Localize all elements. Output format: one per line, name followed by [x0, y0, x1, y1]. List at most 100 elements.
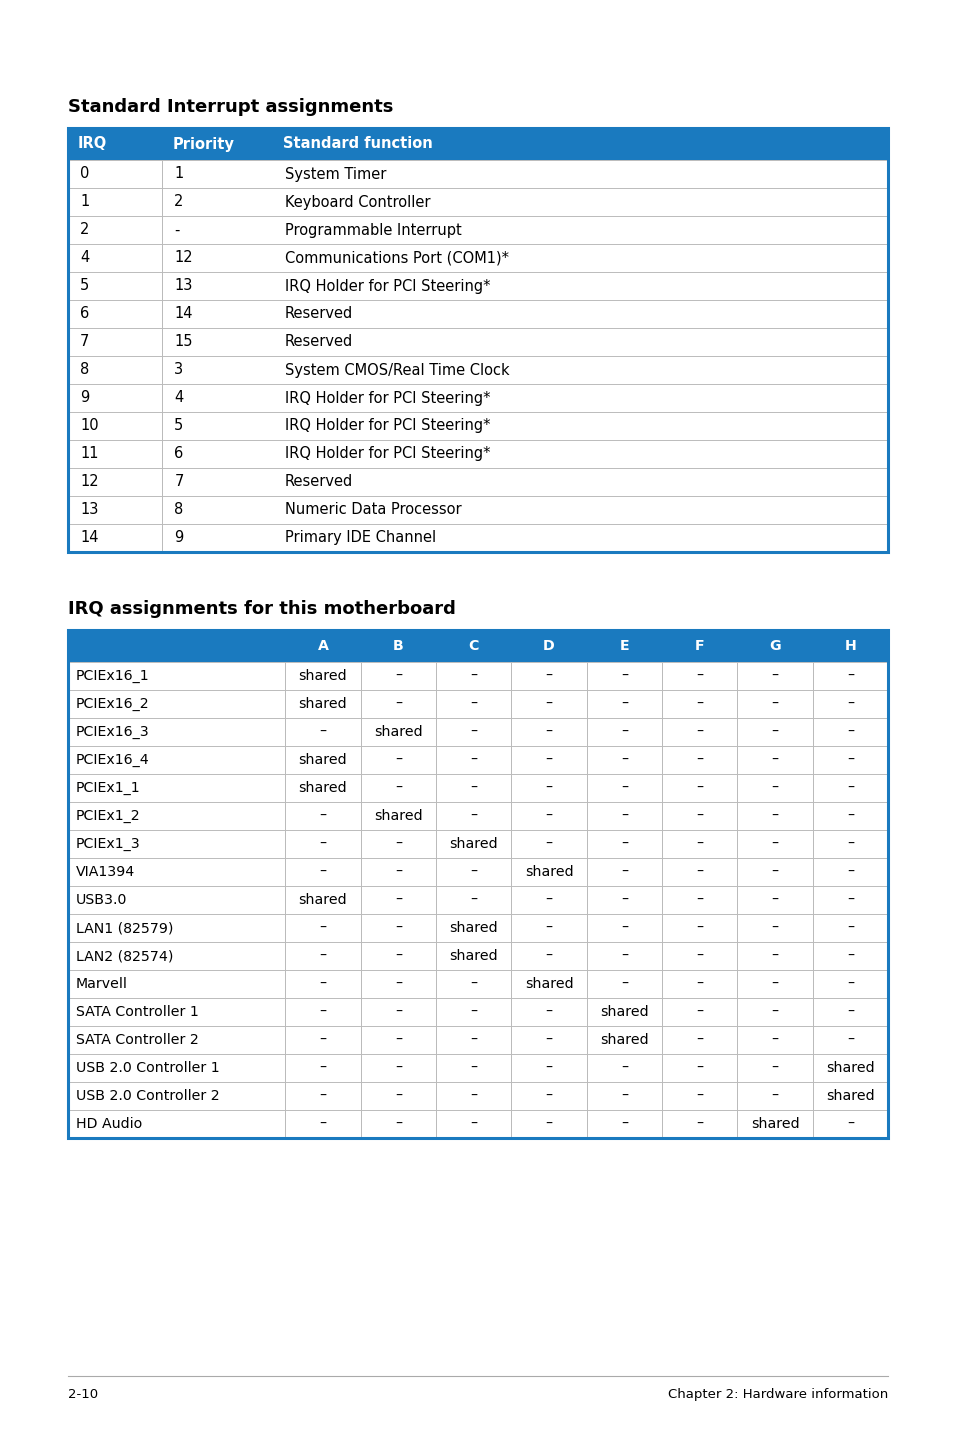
Text: –: – — [470, 976, 476, 991]
Text: –: – — [395, 754, 401, 766]
Text: –: – — [696, 949, 702, 963]
Text: shared: shared — [298, 669, 347, 683]
Text: –: – — [470, 1032, 476, 1047]
Text: –: – — [395, 669, 401, 683]
Text: –: – — [470, 893, 476, 907]
Bar — [68, 128, 887, 160]
Text: –: – — [696, 669, 702, 683]
Text: –: – — [545, 810, 552, 823]
Text: IRQ Holder for PCI Steering*: IRQ Holder for PCI Steering* — [285, 447, 490, 462]
Text: –: – — [846, 893, 853, 907]
Text: shared: shared — [298, 781, 347, 795]
Text: Marvell: Marvell — [76, 976, 128, 991]
Text: USB 2.0 Controller 1: USB 2.0 Controller 1 — [76, 1061, 219, 1076]
Text: –: – — [620, 976, 627, 991]
Text: Reserved: Reserved — [285, 475, 353, 489]
Text: shared: shared — [825, 1061, 874, 1076]
Text: shared: shared — [524, 976, 573, 991]
Text: –: – — [696, 754, 702, 766]
Text: 7: 7 — [174, 475, 184, 489]
Text: –: – — [319, 837, 326, 851]
Text: –: – — [395, 866, 401, 879]
Text: –: – — [319, 1117, 326, 1132]
Text: PCIEx16_3: PCIEx16_3 — [76, 725, 150, 739]
Text: –: – — [545, 920, 552, 935]
Text: 9: 9 — [80, 391, 90, 406]
Text: –: – — [319, 1032, 326, 1047]
Text: shared: shared — [524, 866, 573, 879]
Text: Communications Port (COM1)*: Communications Port (COM1)* — [285, 250, 509, 266]
Text: –: – — [771, 810, 778, 823]
Text: –: – — [545, 1117, 552, 1132]
Text: 5: 5 — [80, 279, 90, 293]
Text: Primary IDE Channel: Primary IDE Channel — [285, 531, 436, 545]
Text: 4: 4 — [174, 391, 183, 406]
Text: –: – — [545, 949, 552, 963]
Text: –: – — [319, 866, 326, 879]
Text: 12: 12 — [80, 475, 98, 489]
Text: –: – — [696, 976, 702, 991]
Text: –: – — [771, 781, 778, 795]
Text: –: – — [696, 1061, 702, 1076]
Text: 14: 14 — [174, 306, 193, 322]
Text: B: B — [393, 638, 403, 653]
Text: 8: 8 — [80, 362, 90, 378]
Text: 8: 8 — [174, 502, 183, 518]
Text: –: – — [395, 920, 401, 935]
Text: –: – — [846, 976, 853, 991]
Text: –: – — [395, 1117, 401, 1132]
Text: –: – — [395, 1032, 401, 1047]
Text: LAN1 (82579): LAN1 (82579) — [76, 920, 173, 935]
Text: –: – — [395, 893, 401, 907]
Text: –: – — [470, 1089, 476, 1103]
Text: –: – — [395, 1005, 401, 1020]
Text: –: – — [771, 893, 778, 907]
Text: –: – — [771, 1089, 778, 1103]
Text: PCIEx16_1: PCIEx16_1 — [76, 669, 150, 683]
Text: –: – — [395, 697, 401, 710]
Text: –: – — [545, 893, 552, 907]
Text: –: – — [620, 893, 627, 907]
Text: –: – — [696, 1089, 702, 1103]
Text: –: – — [846, 754, 853, 766]
Text: –: – — [470, 1117, 476, 1132]
Text: PCIEx16_2: PCIEx16_2 — [76, 697, 150, 710]
Bar — [68, 128, 887, 552]
Text: –: – — [846, 810, 853, 823]
Text: –: – — [395, 781, 401, 795]
Text: –: – — [620, 837, 627, 851]
Text: –: – — [771, 866, 778, 879]
Text: Priority: Priority — [172, 137, 233, 151]
Text: IRQ assignments for this motherboard: IRQ assignments for this motherboard — [68, 600, 456, 618]
Text: IRQ Holder for PCI Steering*: IRQ Holder for PCI Steering* — [285, 418, 490, 433]
Text: SATA Controller 1: SATA Controller 1 — [76, 1005, 198, 1020]
Text: SATA Controller 2: SATA Controller 2 — [76, 1032, 198, 1047]
Text: –: – — [319, 976, 326, 991]
Text: –: – — [620, 754, 627, 766]
Text: Keyboard Controller: Keyboard Controller — [285, 194, 430, 210]
Text: –: – — [470, 866, 476, 879]
Text: shared: shared — [599, 1005, 648, 1020]
Text: LAN2 (82574): LAN2 (82574) — [76, 949, 173, 963]
Text: 4: 4 — [80, 250, 90, 266]
Text: –: – — [846, 1032, 853, 1047]
Text: A: A — [317, 638, 328, 653]
Text: –: – — [846, 697, 853, 710]
Text: H: H — [843, 638, 856, 653]
Text: shared: shared — [449, 920, 497, 935]
Text: shared: shared — [374, 725, 422, 739]
Text: shared: shared — [599, 1032, 648, 1047]
Text: PCIEx1_2: PCIEx1_2 — [76, 810, 140, 823]
Text: VIA1394: VIA1394 — [76, 866, 135, 879]
Text: 2: 2 — [174, 194, 184, 210]
Bar — [68, 630, 887, 661]
Text: –: – — [846, 781, 853, 795]
Text: 3: 3 — [174, 362, 183, 378]
Text: –: – — [696, 866, 702, 879]
Text: –: – — [771, 1032, 778, 1047]
Text: 15: 15 — [174, 335, 193, 349]
Text: Reserved: Reserved — [285, 306, 353, 322]
Text: 13: 13 — [174, 279, 193, 293]
Text: –: – — [696, 893, 702, 907]
Text: 6: 6 — [174, 447, 183, 462]
